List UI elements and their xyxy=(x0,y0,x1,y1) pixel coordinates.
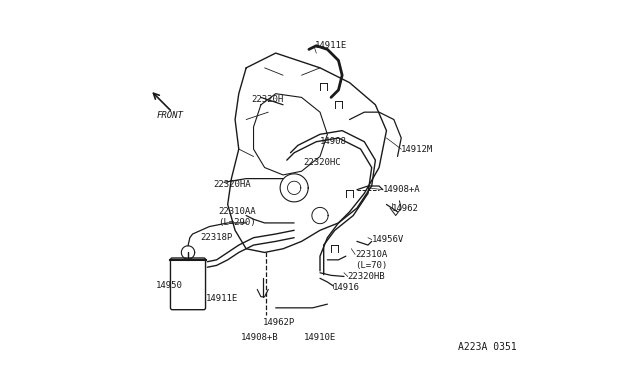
Text: 22320H: 22320H xyxy=(252,95,284,104)
Text: 14950: 14950 xyxy=(156,281,182,290)
Text: 22310AA: 22310AA xyxy=(218,207,256,217)
Text: 14956V: 14956V xyxy=(372,235,404,244)
Text: 14908+A: 14908+A xyxy=(383,185,420,194)
Text: (L=290): (L=290) xyxy=(218,218,256,227)
Text: 14910E: 14910E xyxy=(303,333,335,342)
Text: 14908: 14908 xyxy=(320,137,347,146)
Text: 22320HC: 22320HC xyxy=(303,157,341,167)
Text: 14911E: 14911E xyxy=(314,41,347,50)
Text: 14916: 14916 xyxy=(333,283,360,292)
Text: 14962P: 14962P xyxy=(263,318,295,327)
Text: 14912M: 14912M xyxy=(401,145,433,154)
FancyBboxPatch shape xyxy=(170,258,205,310)
Text: FRONT: FRONT xyxy=(157,111,184,120)
Text: 22320HA: 22320HA xyxy=(213,180,250,189)
Text: (L=70): (L=70) xyxy=(355,261,387,270)
Text: 22310A: 22310A xyxy=(355,250,387,259)
Text: 22318P: 22318P xyxy=(200,233,232,242)
Text: A223A 0351: A223A 0351 xyxy=(458,341,517,352)
Text: 14911E: 14911E xyxy=(205,294,238,303)
Text: 14962: 14962 xyxy=(392,203,419,213)
Text: 22320HB: 22320HB xyxy=(348,272,385,281)
Text: 14908+B: 14908+B xyxy=(241,333,278,342)
